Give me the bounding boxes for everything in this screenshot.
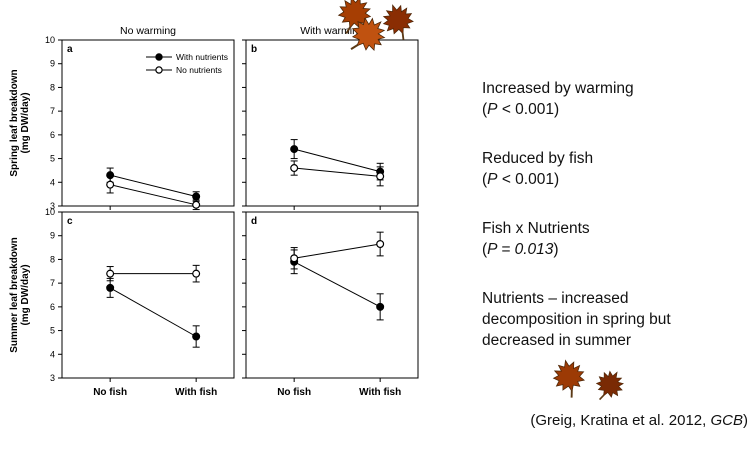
annotation-stat: (P < 0.001) [482, 169, 712, 190]
maple-leaves-top [331, 0, 420, 60]
citation-post: ) [743, 412, 748, 429]
svg-text:10: 10 [45, 35, 55, 45]
svg-text:d: d [251, 216, 257, 227]
svg-text:5: 5 [50, 326, 55, 336]
stat-post: < 0.001) [497, 101, 560, 118]
svg-text:7: 7 [50, 278, 55, 288]
svg-text:No fish: No fish [277, 387, 311, 398]
svg-text:With fish: With fish [359, 387, 401, 398]
svg-text:No nutrients: No nutrients [176, 65, 222, 75]
stat-post: ) [553, 241, 559, 258]
svg-text:6: 6 [50, 130, 55, 140]
annotation-title: Increased by warming [482, 80, 634, 97]
annotation-stat: (P = 0.013) [482, 239, 712, 260]
svg-text:5: 5 [50, 154, 55, 164]
citation-journal: GCB [710, 412, 743, 429]
annotation-title: Reduced by fish [482, 150, 594, 167]
stat-pre: ( [482, 241, 488, 258]
svg-text:With nutrients: With nutrients [176, 52, 228, 62]
svg-text:9: 9 [50, 59, 55, 69]
annotation-warming: Increased by warming (P < 0.001) [482, 78, 712, 120]
annotations-panel: Increased by warming (P < 0.001) Reduced… [482, 78, 712, 379]
svg-text:8: 8 [50, 254, 55, 264]
svg-text:c: c [67, 216, 73, 227]
svg-text:8: 8 [50, 82, 55, 92]
svg-text:7: 7 [50, 106, 55, 116]
panel-b: b [242, 39, 419, 210]
svg-text:3: 3 [50, 373, 55, 383]
svg-text:With warming: With warming [300, 25, 364, 37]
svg-text:Summer leaf breakdown: Summer leaf breakdown [9, 237, 20, 353]
stat-post: < 0.001) [497, 171, 560, 188]
stat-symbol: P [487, 171, 498, 188]
svg-text:(mg DW/day): (mg DW/day) [20, 92, 31, 153]
svg-text:(mg DW/day): (mg DW/day) [20, 264, 31, 325]
stat-symbol: P [487, 101, 498, 118]
annotation-title: Nutrients – increased decomposition in s… [482, 290, 671, 349]
svg-text:10: 10 [45, 207, 55, 217]
svg-text:Spring leaf breakdown: Spring leaf breakdown [9, 69, 20, 176]
annotation-fish: Reduced by fish (P < 0.001) [482, 148, 712, 190]
svg-text:3: 3 [50, 201, 55, 211]
panel-d: No fish With fish d [242, 211, 419, 398]
stat-pre: ( [482, 101, 488, 118]
svg-text:No fish: No fish [93, 387, 127, 398]
citation-pre: (Greig, Kratina et al. 2012, [530, 412, 711, 429]
annotation-fish-nutrients: Fish x Nutrients (P = 0.013) [482, 218, 712, 260]
svg-text:No warming: No warming [120, 25, 176, 37]
svg-text:6: 6 [50, 302, 55, 312]
svg-text:9: 9 [50, 231, 55, 241]
annotation-title: Fish x Nutrients [482, 220, 590, 237]
panel-c: 3 4 5 6 7 8 9 10 No fish With fish c [45, 207, 235, 398]
figure-svg: Spring leaf breakdown (mg DW/day)Summer l… [9, 25, 419, 398]
stat-pre: ( [482, 171, 488, 188]
svg-text:With fish: With fish [175, 387, 217, 398]
svg-text:4: 4 [50, 177, 55, 187]
svg-text:a: a [67, 44, 73, 55]
citation: (Greig, Kratina et al. 2012, GCB) [450, 412, 748, 429]
annotation-stat: (P < 0.001) [482, 99, 712, 120]
svg-text:4: 4 [50, 349, 55, 359]
panel-a: 3 4 5 6 7 8 9 10 a With nutrients No nutrients [45, 35, 235, 211]
annotation-nutrients: Nutrients – increased decomposition in s… [482, 288, 712, 351]
stat-symbol: P = 0.013 [487, 241, 554, 258]
svg-text:b: b [251, 44, 257, 55]
